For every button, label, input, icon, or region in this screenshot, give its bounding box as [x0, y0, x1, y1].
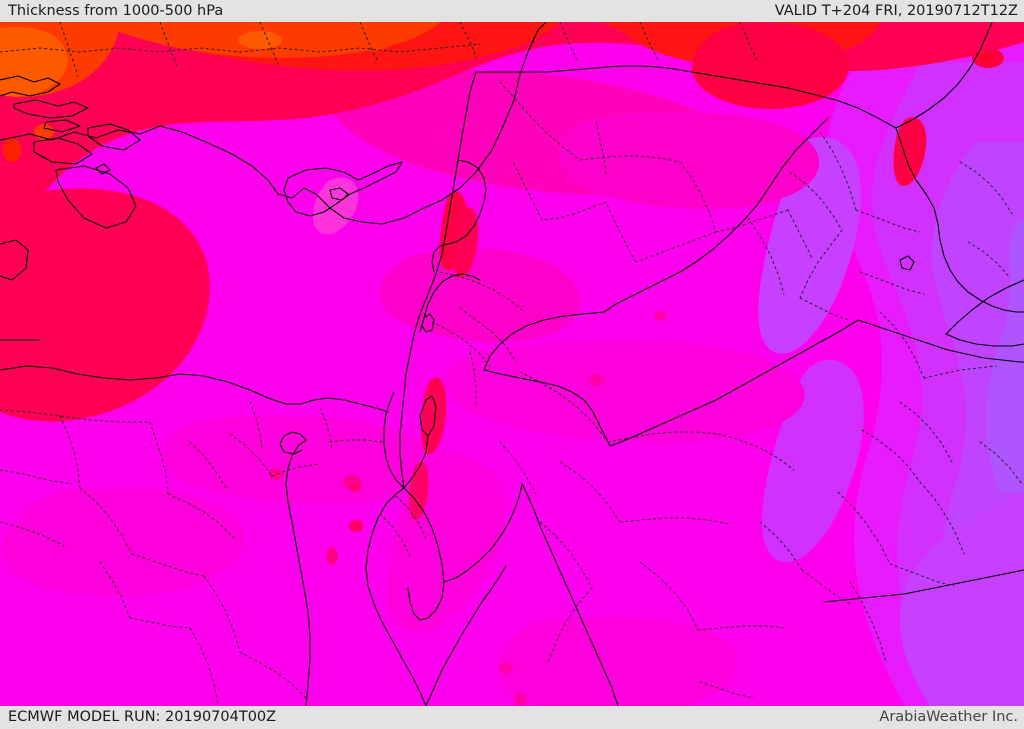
pink-speck-7: [499, 662, 513, 674]
brand-label: ArabiaWeather Inc.: [879, 709, 1018, 725]
pink-speck-4: [349, 520, 363, 532]
pink-speck-6: [269, 468, 283, 480]
thickness-contour-field: [0, 22, 1024, 706]
header-bar: Thickness from 1000-500 hPa VALID T+204 …: [0, 0, 1024, 22]
thickness-map-canvas[interactable]: [0, 22, 1024, 706]
pink-lobe-nile: [163, 415, 431, 504]
pink-lobe-sw-egypt: [2, 487, 245, 597]
orange-speck-2: [356, 37, 388, 51]
orange-speck-4: [3, 138, 21, 162]
footer-bar: ECMWF MODEL RUN: 20190704T00Z ArabiaWeat…: [0, 706, 1024, 729]
valid-time-label: VALID T+204 FRI, 20190712T12Z: [774, 3, 1018, 19]
pink-speck-3: [349, 482, 361, 492]
pink-speck-1: [588, 374, 604, 386]
admin-borders: [0, 22, 1023, 705]
pink-lobe-jordan: [379, 247, 581, 342]
red-speck-ne-core: [979, 53, 993, 63]
coastlines: [0, 22, 1024, 706]
national-borders: [0, 22, 1024, 603]
pink-lobe-s-arabia: [498, 616, 738, 706]
page-title: Thickness from 1000-500 hPa: [8, 3, 224, 19]
red-patch-syria-n: [692, 22, 849, 109]
pink-speck-5: [326, 547, 338, 565]
model-run-label: ECMWF MODEL RUN: 20190704T00Z: [8, 709, 277, 725]
band-orange-nw: [0, 22, 440, 58]
pink-lobe-central-arabia: [446, 340, 805, 443]
band-crimson-left: [0, 188, 210, 422]
band-violet-deep: [986, 222, 1024, 492]
pink-speck-9: [654, 311, 666, 321]
orange-speck-1: [238, 31, 282, 49]
pink-speck-8: [514, 693, 526, 706]
red-filament-antilebanon: [453, 207, 479, 278]
red-filament-aqaba: [409, 461, 429, 521]
red-patch-zagros: [893, 117, 927, 186]
cyprus-warm-pocket: [312, 177, 359, 235]
band-violet-lobe-se: [899, 492, 1024, 706]
band-crimson-main: [0, 22, 1024, 284]
band-pink-north-syria: [558, 111, 820, 210]
